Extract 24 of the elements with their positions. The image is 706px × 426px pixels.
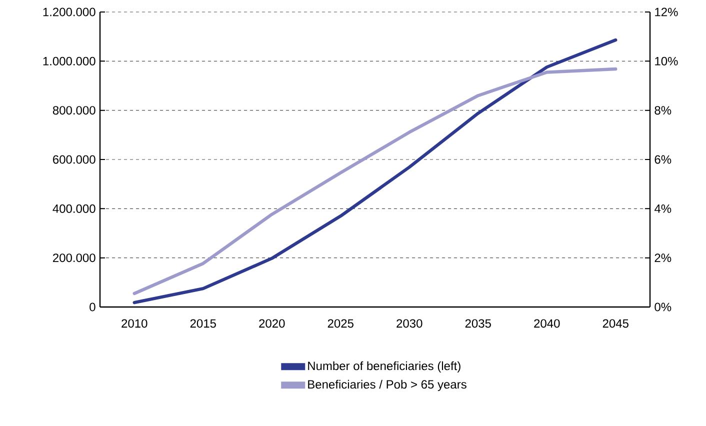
y2-tick-label: 0% <box>654 302 672 312</box>
x-tick-label: 2040 <box>534 319 560 328</box>
y-tick-label: 1.200.000 <box>43 8 96 16</box>
x-tick-label: 2045 <box>602 319 628 328</box>
y2-tick-label: 4% <box>654 204 672 213</box>
legend-label: Beneficiaries / Pob > 65 years <box>308 380 466 392</box>
x-tick-label: 2020 <box>259 319 285 328</box>
y2-tick-label: 12% <box>655 8 678 16</box>
y2-tick-label: 6% <box>654 155 672 164</box>
y2-tick-label: 10% <box>655 56 678 66</box>
y-tick-label: 400.000 <box>52 204 96 213</box>
x-tick-label: 2035 <box>465 319 491 328</box>
y2-tick-label: 8% <box>654 106 672 115</box>
x-tick-label: 2030 <box>396 319 422 328</box>
x-tick-label: 2025 <box>328 319 354 328</box>
x-tick-label: 2015 <box>190 319 216 328</box>
y-tick-label: 0 <box>90 302 96 312</box>
y-tick-label: 200.000 <box>53 254 96 262</box>
y-tick-label: 1.000.000 <box>43 56 96 66</box>
y-tick-label: 800.000 <box>52 106 96 115</box>
x-tick-label: 2010 <box>122 319 148 328</box>
y-tick-label: 600.000 <box>53 155 96 164</box>
legend-label: Number of beneficiaries (left) <box>308 361 460 373</box>
y2-tick-label: 2% <box>654 254 672 262</box>
